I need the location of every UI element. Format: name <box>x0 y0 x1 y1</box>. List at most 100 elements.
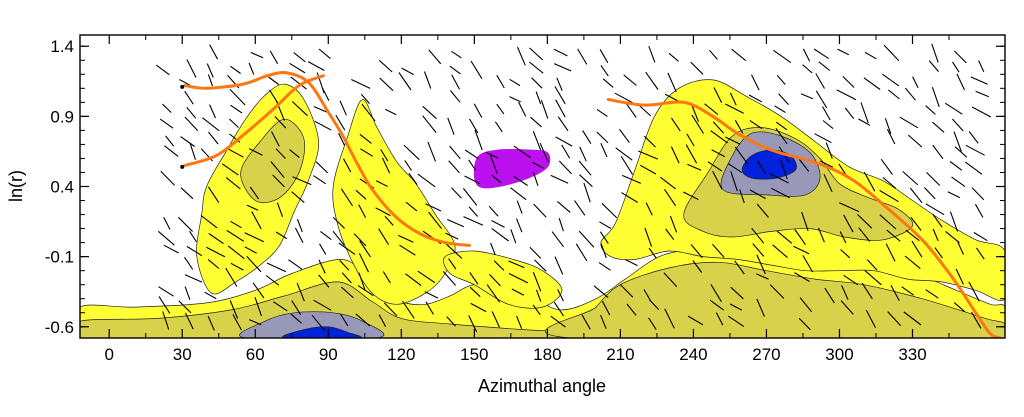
contour-region-level-1-3 <box>443 250 563 309</box>
vector-dash <box>490 242 496 256</box>
vector-dash <box>340 286 354 299</box>
vector-dash <box>355 189 367 200</box>
vector-dash <box>244 232 265 243</box>
vector-dash <box>320 230 332 241</box>
vector-dash <box>405 201 418 212</box>
vector-dash <box>227 245 245 260</box>
vector-dash <box>971 311 982 329</box>
x-tick-label: 0 <box>104 345 113 364</box>
contour-region-level-4-12 <box>741 149 797 180</box>
vector-dash <box>339 260 350 271</box>
vector-dash <box>557 289 564 302</box>
vector-dash <box>730 171 738 192</box>
y-tick-labels: 1.4 0.9 0.4 -0.1 -0.6 <box>45 37 74 337</box>
vector-dash <box>468 315 478 333</box>
vector-dash <box>464 175 481 185</box>
vector-dash <box>229 118 239 128</box>
vector-dash <box>686 133 695 147</box>
vector-dash <box>638 150 659 160</box>
vector-dash <box>534 259 547 272</box>
vector-dash <box>229 89 246 106</box>
vector-dash <box>468 206 479 217</box>
vector-dash <box>268 76 280 85</box>
vector-dash <box>157 230 175 246</box>
vector-dash <box>663 272 678 288</box>
vector-dash <box>296 282 305 302</box>
vector-dash <box>882 176 897 190</box>
vector-dash <box>208 131 219 145</box>
vector-dash <box>469 286 481 298</box>
vector-dash <box>206 63 214 78</box>
vector-dash <box>399 244 416 256</box>
vector-dash <box>901 286 915 296</box>
vector-dash <box>773 49 792 64</box>
vector-dash <box>638 105 652 117</box>
vector-dash <box>664 308 675 329</box>
vector-dash <box>794 272 810 282</box>
vector-dash <box>401 300 415 319</box>
vector-dash <box>553 63 572 72</box>
y-tick-label: 1.4 <box>50 37 74 56</box>
vector-dash <box>648 46 656 63</box>
vector-dash <box>932 121 945 133</box>
vector-dash <box>596 108 608 118</box>
vector-dash <box>250 51 264 59</box>
vector-dash <box>953 131 962 152</box>
vector-dash <box>221 163 239 176</box>
vector-dash <box>494 121 503 133</box>
vector-dash <box>793 245 810 255</box>
x-tick-label: 270 <box>752 345 780 364</box>
vector-dash <box>207 315 215 331</box>
vector-dash <box>708 49 718 60</box>
vector-dash <box>955 268 964 285</box>
vector-dash <box>725 136 741 145</box>
vector-dash <box>774 105 786 113</box>
vector-dash <box>359 240 371 258</box>
contour-region-level-3-9 <box>239 311 385 338</box>
vector-dash <box>712 121 725 134</box>
vector-dash <box>449 145 461 160</box>
vector-dash <box>288 259 303 270</box>
vector-dash <box>163 244 179 254</box>
vector-dash <box>771 187 790 199</box>
vector-dash <box>184 286 191 300</box>
vector-dash <box>184 90 194 105</box>
vector-dash <box>884 118 892 135</box>
vector-dash <box>593 285 609 299</box>
vector-dash <box>840 249 851 259</box>
vector-dash <box>339 100 347 116</box>
vector-dash <box>970 76 988 85</box>
vector-dash <box>335 114 346 131</box>
vector-dash <box>903 311 922 326</box>
vector-dash <box>814 133 832 144</box>
vector-dash <box>246 256 262 273</box>
vector-dash <box>840 300 854 315</box>
vector-dash <box>748 94 763 103</box>
vector-dash <box>532 271 542 292</box>
vector-dash <box>956 73 965 91</box>
vector-dash <box>734 119 744 134</box>
vector-dash <box>729 92 737 106</box>
vector-dash <box>971 106 992 118</box>
vector-dash <box>513 175 528 186</box>
vector-dash <box>751 227 765 244</box>
vector-dash <box>555 99 566 118</box>
vector-dash <box>225 177 241 190</box>
vector-dash <box>952 61 960 73</box>
vector-dash <box>692 260 703 273</box>
vector-dash <box>489 155 498 174</box>
vector-dash <box>515 218 523 233</box>
contour-region-level-4-11 <box>282 326 362 338</box>
vector-dash <box>866 259 878 271</box>
vector-dash <box>815 90 828 109</box>
vector-dash <box>313 175 327 185</box>
vector-dash <box>954 146 968 158</box>
vector-dash <box>734 146 749 165</box>
vector-dash <box>550 174 569 184</box>
vector-dash <box>838 163 847 176</box>
vector-dash <box>294 227 304 243</box>
vector-dash <box>186 59 197 78</box>
vector-dash <box>904 87 916 101</box>
vector-dash <box>739 189 745 204</box>
vector-dash <box>360 93 370 104</box>
